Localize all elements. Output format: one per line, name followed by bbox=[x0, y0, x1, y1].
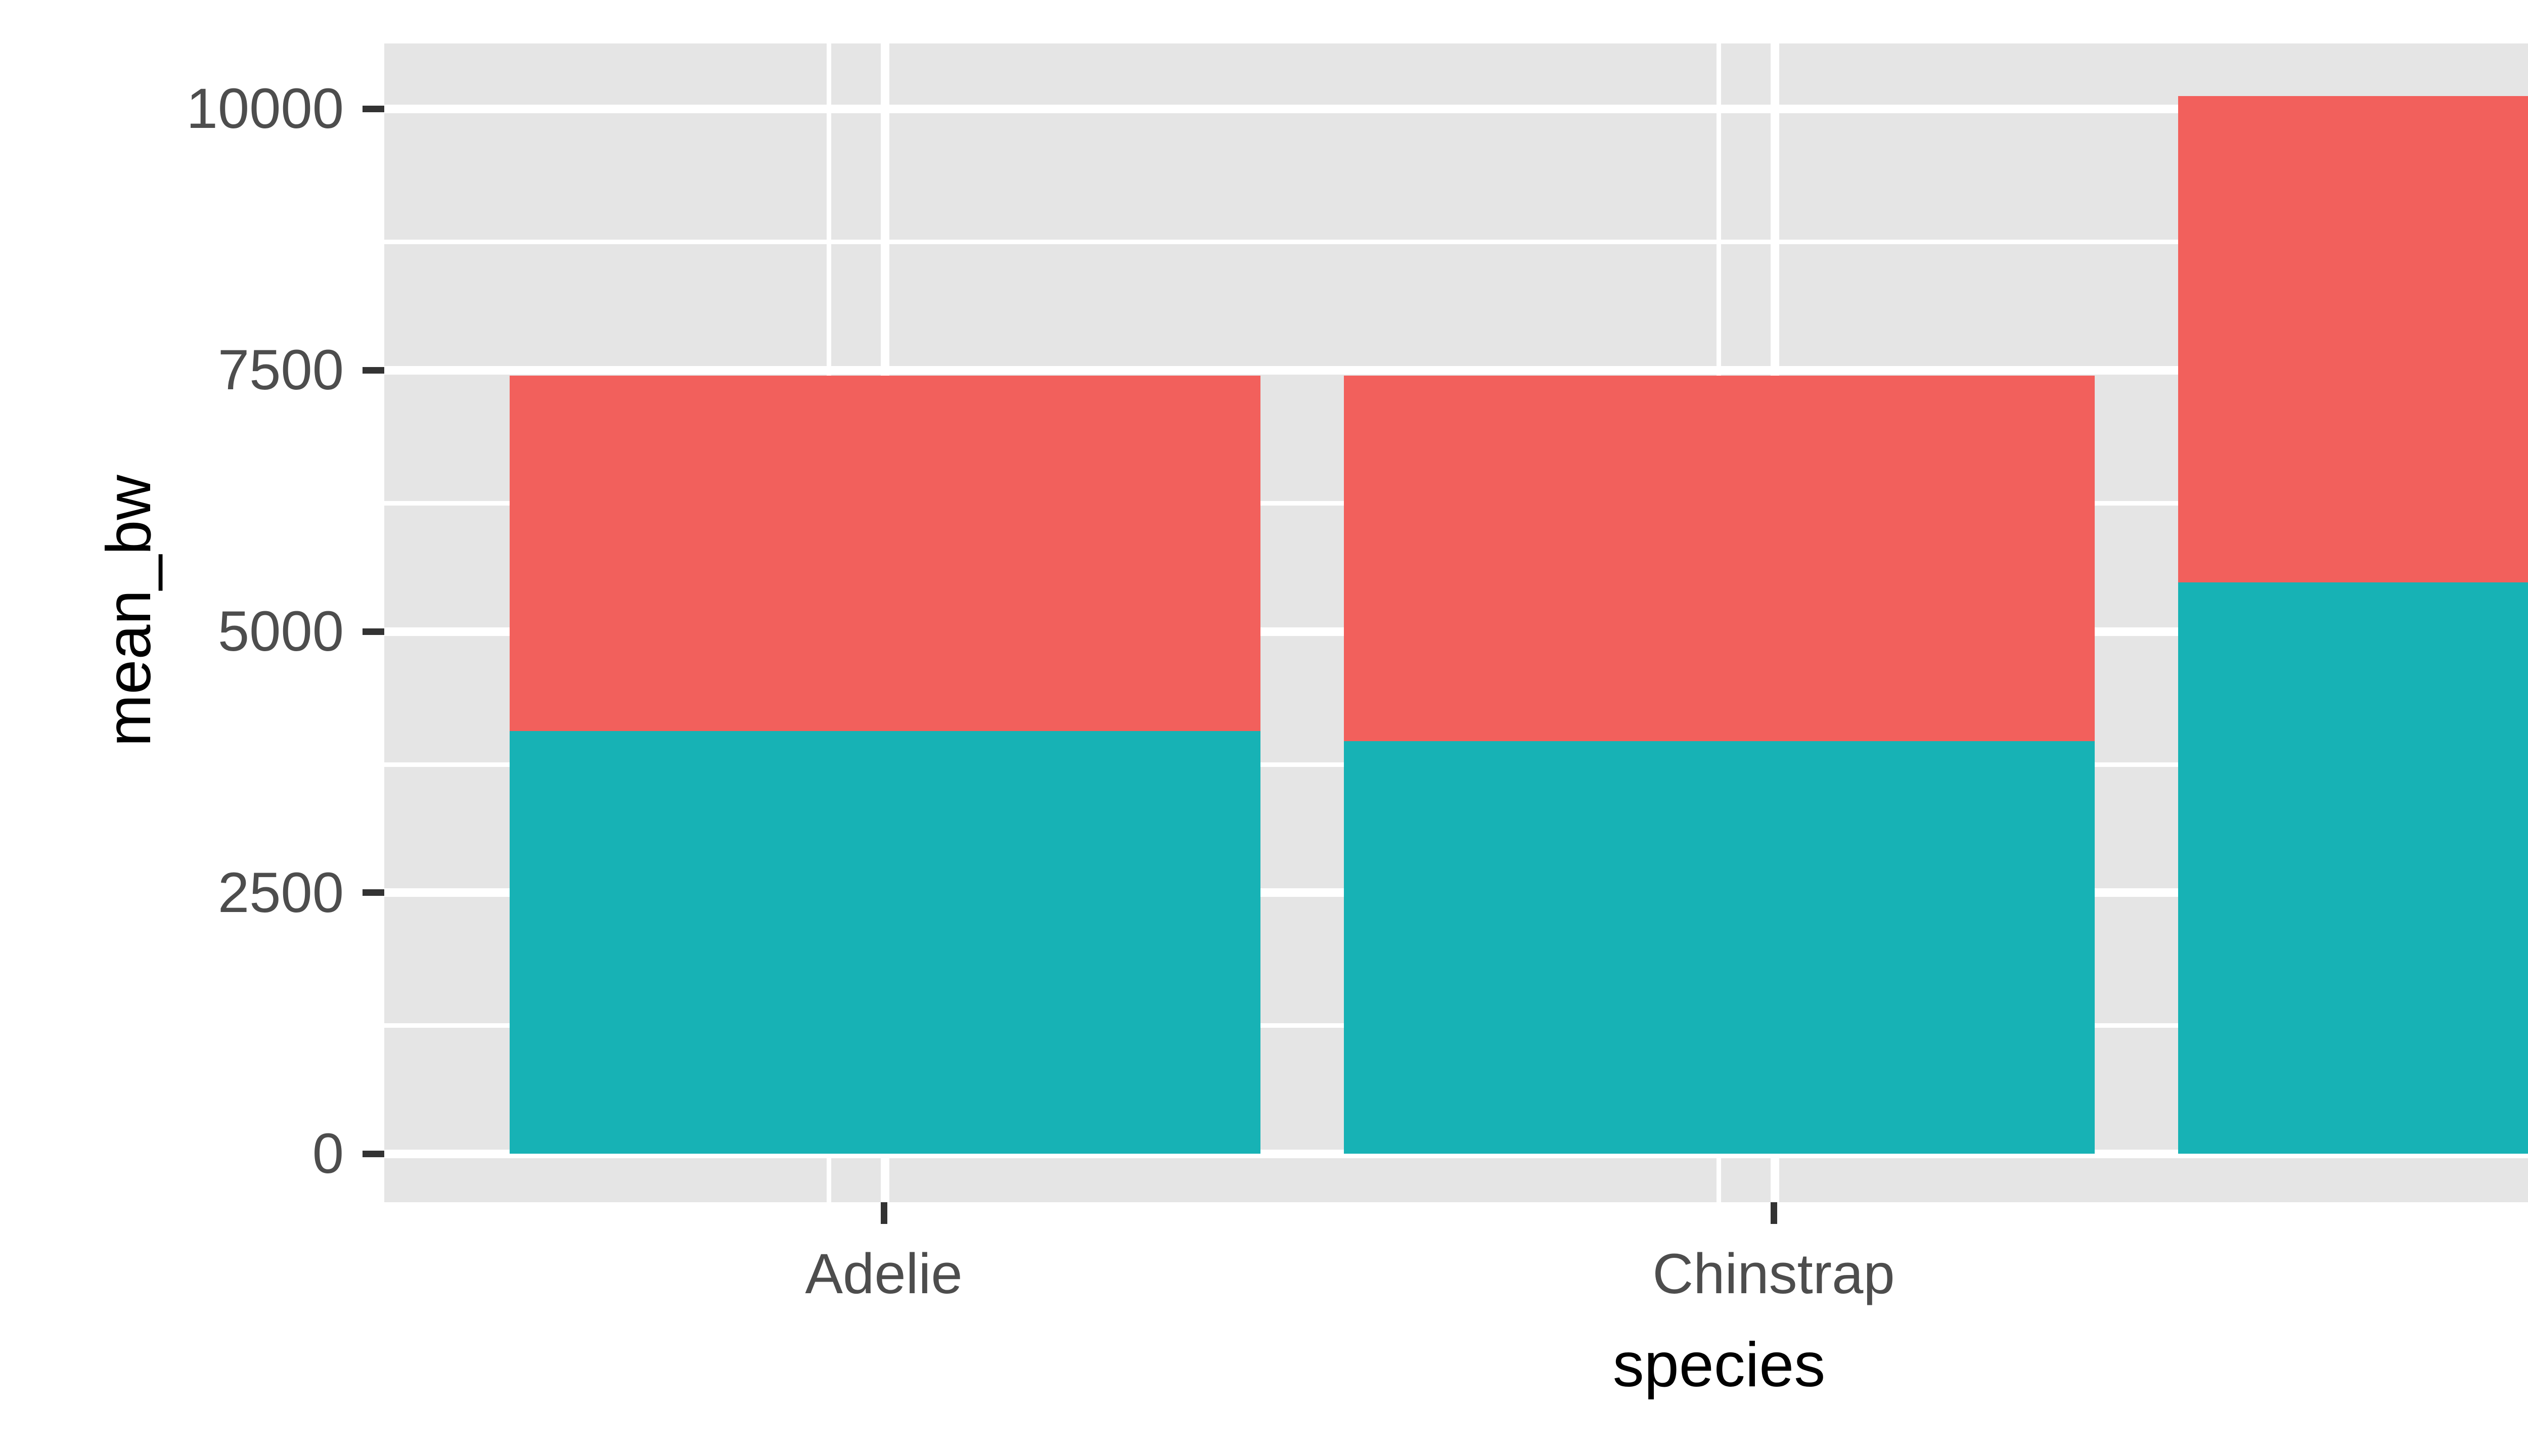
bar-segment-chinstrap-male bbox=[1344, 741, 2095, 1154]
x-axis-tick-label-adelie: Adelie bbox=[805, 1242, 963, 1305]
bar-segment-chinstrap-female bbox=[1344, 376, 2095, 741]
y-axis-tick-label-5000: 5000 bbox=[217, 600, 344, 663]
y-axis-tick-label-10000: 10000 bbox=[186, 77, 344, 140]
gridline-minor-y-8750 bbox=[384, 240, 2528, 244]
bar-segment-adelie-female bbox=[510, 376, 1260, 731]
gridline-major-y-10000 bbox=[384, 105, 2528, 113]
gridline-major-y-7500 bbox=[384, 366, 2528, 375]
x-axis-title: species bbox=[1612, 1330, 1826, 1400]
plot-panel bbox=[384, 43, 2528, 1202]
y-axis-tick-mark-5000 bbox=[363, 628, 384, 635]
y-axis-tick-mark-0 bbox=[363, 1151, 384, 1157]
bar-segment-gentoo-female bbox=[2178, 96, 2528, 582]
bar-segment-adelie-male bbox=[510, 731, 1260, 1154]
y-axis-tick-mark-2500 bbox=[363, 889, 384, 896]
x-axis-tick-mark-chinstrap bbox=[1771, 1202, 1777, 1224]
y-axis-tick-mark-10000 bbox=[363, 106, 384, 112]
y-axis-tick-label-7500: 7500 bbox=[217, 338, 344, 401]
x-axis-tick-label-chinstrap: Chinstrap bbox=[1652, 1242, 1895, 1305]
bar-segment-gentoo-male bbox=[2178, 582, 2528, 1154]
y-axis-tick-mark-7500 bbox=[363, 367, 384, 374]
x-axis-tick-mark-adelie bbox=[881, 1202, 887, 1224]
x-axis-tick-label-gentoo: Gentoo bbox=[2320, 1239, 2528, 1309]
y-axis-tick-label-0: 0 bbox=[312, 1122, 344, 1185]
y-axis-tick-label-2500: 2500 bbox=[217, 861, 344, 924]
